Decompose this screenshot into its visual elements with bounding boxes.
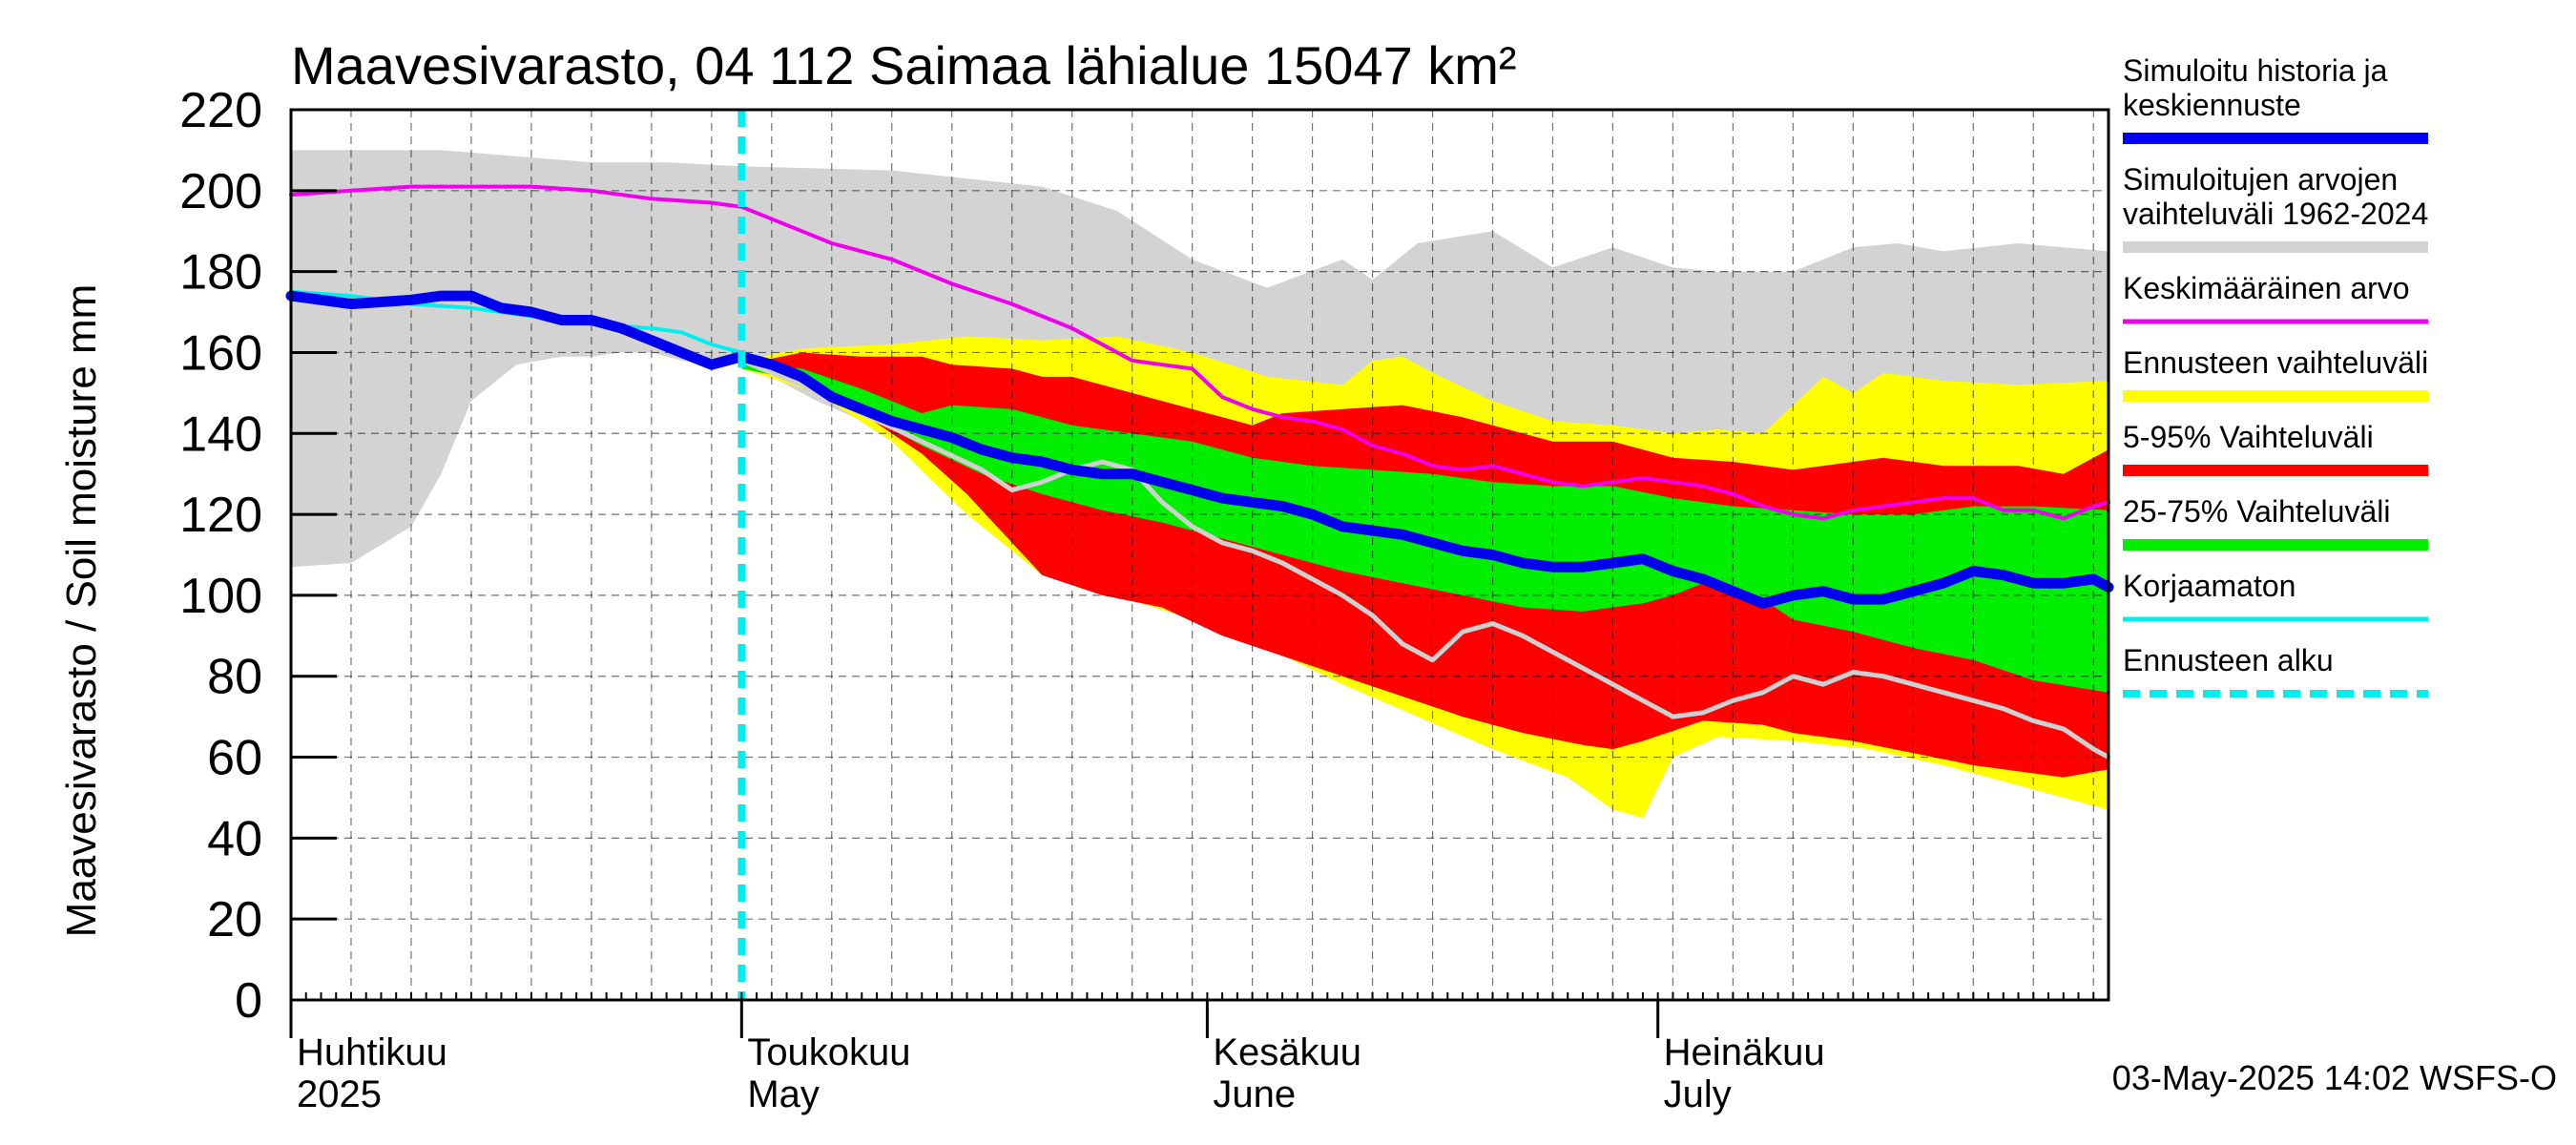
y-tick-label: 140 bbox=[179, 406, 262, 462]
month-label-en: 2025 bbox=[297, 1073, 382, 1115]
legend-entry: Korjaamaton bbox=[2123, 569, 2428, 622]
legend-label: Korjaamaton bbox=[2123, 569, 2296, 603]
month-label-en: June bbox=[1213, 1073, 1296, 1115]
legend-entry: 25-75% Vaihteluväli bbox=[2123, 494, 2428, 551]
plot-area bbox=[285, 109, 2114, 1001]
y-tick-label: 0 bbox=[235, 973, 262, 1029]
axes: 0 20 40 60 80 100 120 140 160 180 200 220 Huhtikuu20… bbox=[179, 83, 2110, 1115]
y-tick-label: 20 bbox=[207, 892, 262, 947]
legend-label: 25-75% Vaihteluväli bbox=[2123, 494, 2390, 529]
median-line bbox=[285, 290, 2114, 609]
month-label-en: May bbox=[747, 1073, 820, 1115]
legend-label: Keskimääräinen arvo bbox=[2123, 271, 2410, 305]
legend-entry: Keskimääräinen arvo bbox=[2123, 271, 2428, 324]
legend-label: Simuloitu historia ja bbox=[2123, 53, 2388, 88]
legend-label: 5-95% Vaihteluväli bbox=[2123, 420, 2374, 454]
y-tick-label: 220 bbox=[179, 83, 262, 138]
y-tick-label: 120 bbox=[179, 488, 262, 543]
month-label-fi: Kesäkuu bbox=[1213, 1031, 1361, 1073]
legend-label: keskiennuste bbox=[2123, 88, 2301, 122]
legend-label: vaihteluväli 1962-2024 bbox=[2123, 197, 2428, 231]
footer-timestamp: 03-May-2025 14:02 WSFS-O bbox=[2112, 1058, 2557, 1097]
month-label-fi: Huhtikuu bbox=[297, 1031, 447, 1073]
legend-label: Ennusteen vaihteluväli bbox=[2123, 345, 2428, 380]
month-label-en: July bbox=[1664, 1073, 1732, 1115]
legend-label: Ennusteen alku bbox=[2123, 643, 2334, 677]
y-tick-label: 40 bbox=[207, 811, 262, 866]
y-tick-label: 60 bbox=[207, 731, 262, 786]
forecast-25-75-band bbox=[741, 364, 2109, 693]
y-tick-label: 160 bbox=[179, 325, 262, 381]
legend-entry: Ennusteen vaihteluväli bbox=[2123, 345, 2428, 402]
y-tick-label: 100 bbox=[179, 569, 262, 624]
legend: Simuloitu historia jakeskiennusteSimuloi… bbox=[2123, 53, 2428, 697]
month-label-fi: Toukokuu bbox=[747, 1031, 910, 1073]
plot-frame bbox=[289, 108, 2110, 1002]
y-tick-label: 200 bbox=[179, 164, 262, 219]
y-tick-label: 80 bbox=[207, 650, 262, 705]
chart-title: Maavesivarasto, 04 112 Saimaa lähialue 1… bbox=[291, 35, 1517, 95]
legend-entry: Ennusteen alku bbox=[2123, 643, 2428, 697]
month-label-fi: Heinäkuu bbox=[1664, 1031, 1825, 1073]
y-axis-label: Maavesivarasto / Soil moisture mm bbox=[58, 284, 105, 938]
y-tick-label: 180 bbox=[179, 245, 262, 301]
legend-entry: 5-95% Vaihteluväli bbox=[2123, 420, 2428, 476]
legend-label: Simuloitujen arvojen bbox=[2123, 162, 2398, 197]
